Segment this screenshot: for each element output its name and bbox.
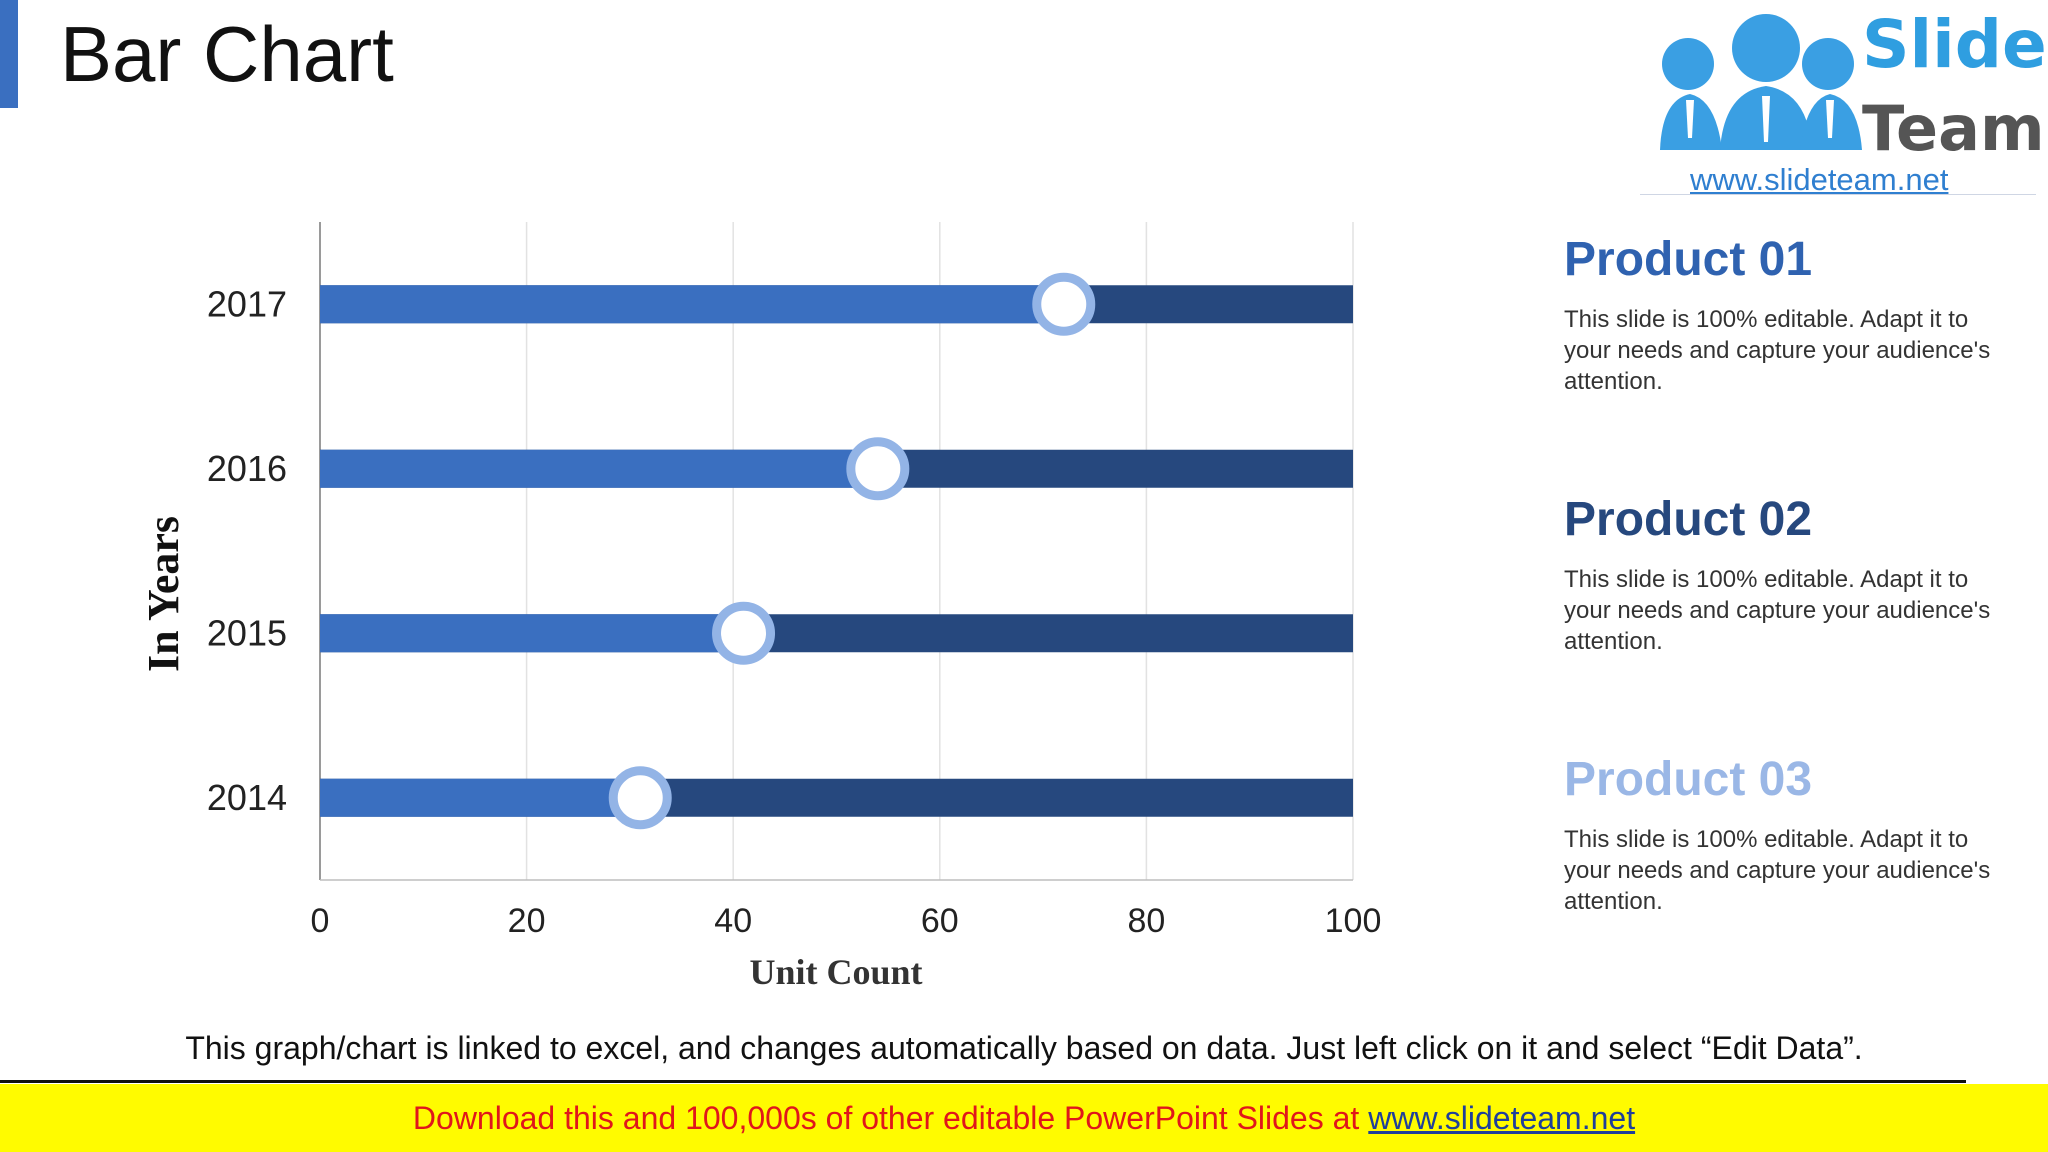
chart-bars [320, 285, 1353, 817]
title-accent-bar [0, 0, 18, 108]
x-tick-label: 100 [1325, 902, 1382, 940]
bar-chart: 2017 2016 2015 2014 0 20 40 60 80 100 Unit Count… [139, 222, 1382, 992]
bar-value [320, 285, 1064, 324]
value-marker [846, 437, 910, 501]
product-02-title: Product 02 [1564, 493, 1813, 546]
x-tick-label: 40 [714, 902, 752, 940]
bar-value [320, 614, 744, 653]
download-banner-link[interactable]: www.slideteam.net [1368, 1099, 1636, 1136]
chart-gridlines [525, 222, 1354, 880]
x-axis-title: Unit Count [749, 952, 922, 992]
x-tick-labels: 0 20 40 60 80 100 [311, 902, 1382, 940]
product-01-description: This slide is 100% editable. Adapt it to… [1564, 306, 1991, 395]
chart-markers [608, 272, 1096, 830]
download-banner-text: Download this and 100,000s of other edit… [412, 1099, 1360, 1136]
product-03-description: This slide is 100% editable. Adapt it to… [1564, 826, 1991, 915]
team-people-icon [1660, 14, 1862, 150]
chart-footnote: This graph/chart is linked to excel, and… [185, 1030, 1863, 1066]
product-03-block: Product 03 This slide is 100% editable. … [1564, 756, 1994, 917]
product-03-title: Product 03 [1564, 753, 1813, 806]
logo-divider [1640, 194, 2036, 195]
y-tick-label: 2017 [207, 283, 287, 324]
y-tick-labels: 2017 2016 2015 2014 [207, 283, 287, 818]
footer-divider [0, 1080, 1966, 1083]
download-banner: Download this and 100,000s of other edit… [0, 1084, 2048, 1152]
y-axis-title: In Years [139, 516, 188, 672]
page-title: Bar Chart [60, 10, 394, 98]
slideteam-logo[interactable]: Slide Team www.slideteam.net [1640, 0, 2047, 197]
logo-wordmark-team: Team [1862, 92, 2045, 165]
product-02-block: Product 02 This slide is 100% editable. … [1564, 496, 1994, 657]
x-tick-label: 80 [1127, 902, 1165, 940]
x-tick-label: 0 [311, 902, 330, 940]
x-tick-label: 20 [508, 902, 546, 940]
logo-url-link[interactable]: www.slideteam.net [1690, 162, 1949, 197]
value-marker [712, 601, 776, 665]
product-02-description: This slide is 100% editable. Adapt it to… [1564, 566, 1991, 655]
product-01-block: Product 01 This slide is 100% editable. … [1564, 236, 1994, 397]
value-marker [608, 766, 672, 830]
y-tick-label: 2015 [207, 612, 287, 653]
y-tick-label: 2016 [207, 448, 287, 489]
bar-value [320, 778, 641, 817]
y-tick-label: 2014 [207, 777, 287, 818]
logo-wordmark-slide: Slide [1862, 6, 2047, 83]
bar-value [320, 449, 878, 488]
product-01-title: Product 01 [1564, 233, 1813, 286]
x-tick-label: 60 [921, 902, 959, 940]
value-marker [1032, 272, 1096, 336]
